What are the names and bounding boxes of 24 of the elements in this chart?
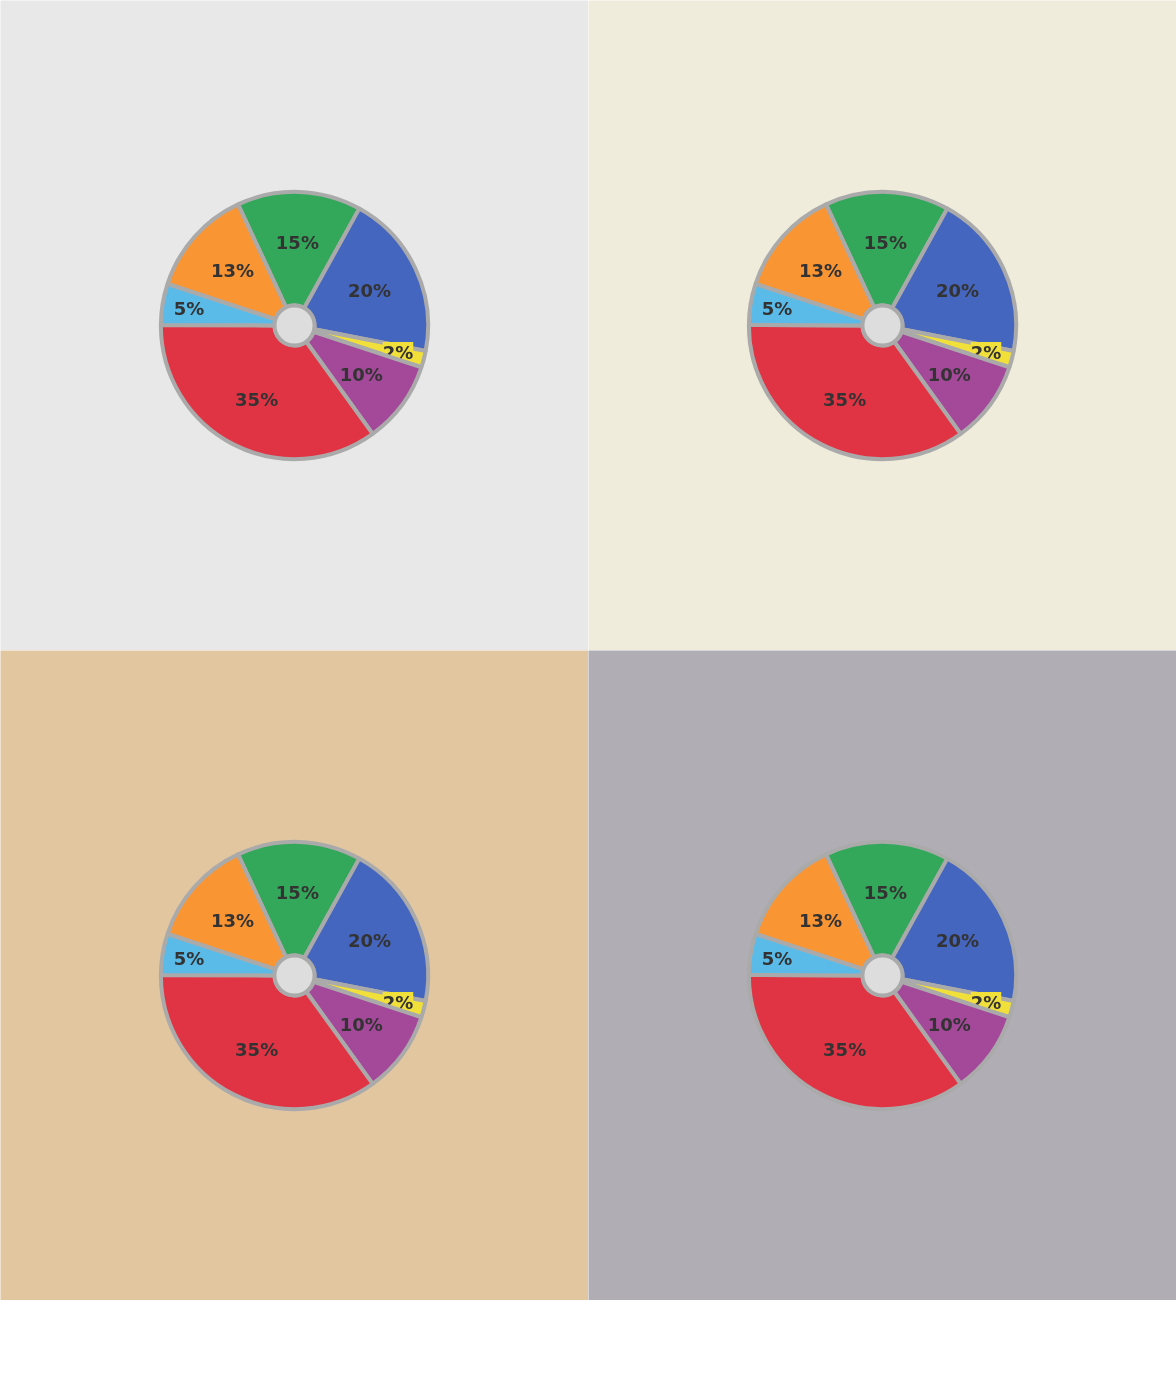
data-label: 15%	[863, 232, 907, 254]
data-label: 15%	[275, 232, 319, 254]
data-label: 15%	[863, 882, 907, 904]
data-label: 35%	[235, 388, 279, 410]
data-label: 35%	[235, 1038, 279, 1060]
data-label: 10%	[927, 1013, 971, 1035]
data-label: 10%	[339, 1013, 383, 1035]
data-label: 13%	[799, 259, 843, 281]
data-label: 20%	[936, 279, 980, 301]
data-label: 15%	[275, 882, 319, 904]
data-label: 5%	[173, 947, 205, 969]
data-label: 5%	[173, 297, 205, 319]
data-label: 10%	[339, 363, 383, 385]
data-label: 35%	[823, 1038, 867, 1060]
data-label: 35%	[823, 388, 867, 410]
data-label: 20%	[936, 929, 980, 951]
data-label: 5%	[761, 297, 793, 319]
data-label: 13%	[211, 909, 255, 931]
data-label: 5%	[761, 947, 793, 969]
data-label: 13%	[799, 909, 843, 931]
data-label: 20%	[348, 929, 392, 951]
data-label: 20%	[348, 279, 392, 301]
data-label: 10%	[927, 363, 971, 385]
data-label: 13%	[211, 259, 255, 281]
